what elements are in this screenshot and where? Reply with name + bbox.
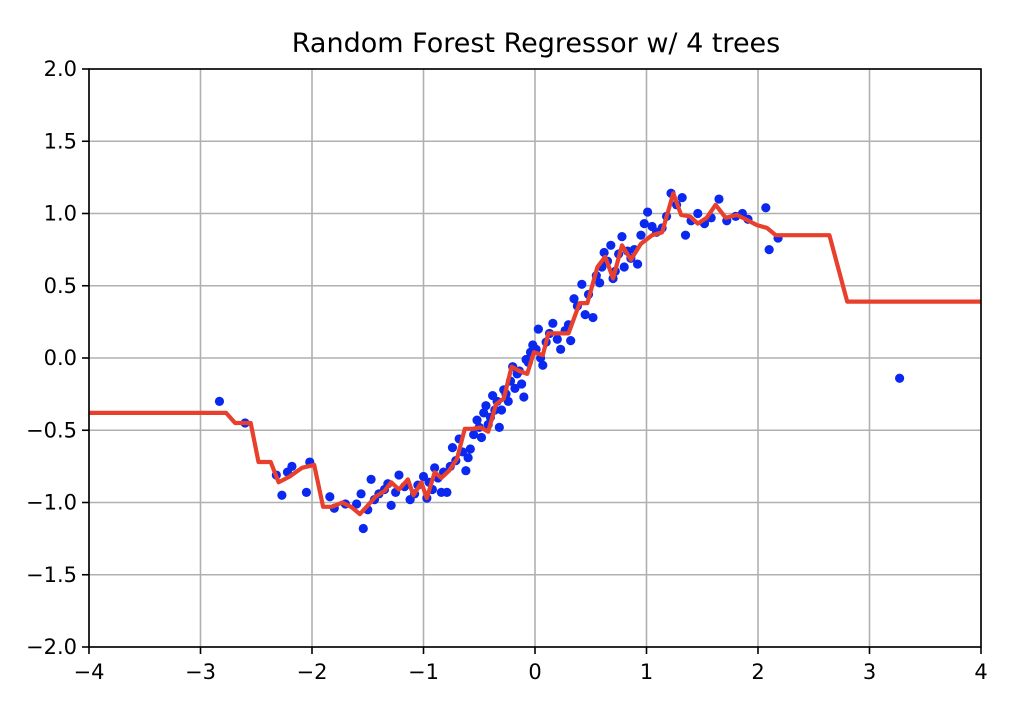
scatter-point bbox=[494, 422, 504, 432]
scatter-point bbox=[636, 230, 646, 240]
prediction-line bbox=[89, 191, 981, 517]
plot-area bbox=[89, 188, 981, 534]
scatter-point bbox=[465, 444, 475, 454]
scatter-point bbox=[619, 262, 629, 272]
scatter-point bbox=[693, 208, 703, 219]
scatter-point bbox=[472, 415, 482, 425]
scatter-point bbox=[632, 259, 643, 269]
scatter-point bbox=[418, 471, 429, 482]
chart-title: Random Forest Regressor w/ 4 trees bbox=[292, 28, 780, 59]
scatter-point bbox=[580, 310, 590, 320]
x-tick-label: 3 bbox=[863, 660, 876, 684]
scatter-point bbox=[639, 219, 649, 229]
scatter-point bbox=[430, 463, 440, 473]
scatter-point bbox=[277, 490, 287, 500]
scatter-point bbox=[577, 279, 587, 289]
scatter-point bbox=[548, 318, 558, 328]
scatter-point bbox=[463, 453, 473, 463]
x-tick-label: 2 bbox=[751, 660, 764, 684]
scatter-point bbox=[469, 429, 479, 440]
x-tick-label: −1 bbox=[408, 660, 439, 684]
scatter-point bbox=[358, 523, 368, 534]
scatter-point bbox=[287, 461, 297, 471]
y-tick-label: −1.5 bbox=[26, 563, 77, 587]
scatter-point bbox=[301, 487, 312, 497]
y-tick-label: 0.0 bbox=[44, 346, 77, 370]
scatter-point bbox=[461, 466, 471, 476]
scatter-point bbox=[680, 230, 691, 240]
y-tick-label: 0.5 bbox=[44, 274, 77, 298]
scatter-point bbox=[496, 405, 507, 415]
x-tick-label: 0 bbox=[528, 660, 541, 684]
scatter-point bbox=[503, 396, 513, 406]
scatter-point bbox=[214, 396, 225, 406]
scatter-point bbox=[895, 373, 905, 383]
x-tick-label: 4 bbox=[974, 660, 987, 684]
x-tick-label: −2 bbox=[297, 660, 328, 684]
scatter-point bbox=[764, 245, 774, 255]
x-tick-label: −4 bbox=[74, 660, 105, 684]
data-layer bbox=[89, 188, 981, 534]
x-tick-label: −3 bbox=[185, 660, 216, 684]
scatter-point bbox=[595, 278, 605, 288]
y-tick-label: 1.0 bbox=[44, 202, 77, 226]
scatter-point bbox=[643, 207, 653, 217]
y-tick-label: −0.5 bbox=[26, 418, 77, 442]
scatter-point bbox=[714, 194, 724, 204]
scatter-point bbox=[617, 232, 627, 242]
scatter-point bbox=[447, 442, 458, 453]
scatter-point bbox=[761, 203, 771, 213]
scatter-point bbox=[517, 379, 527, 389]
scatter-point bbox=[606, 240, 616, 250]
y-tick-label: 2.0 bbox=[44, 57, 77, 81]
scatter-point bbox=[599, 247, 609, 258]
scatter-point bbox=[552, 334, 562, 344]
y-tick-label: −2.0 bbox=[26, 635, 77, 659]
scatter-point bbox=[566, 336, 576, 346]
scatter-point bbox=[481, 401, 491, 411]
scatter-point bbox=[356, 489, 366, 499]
scatter-point bbox=[442, 487, 452, 497]
y-tick-label: −1.0 bbox=[26, 491, 77, 515]
scatter-point bbox=[569, 294, 579, 304]
grid-lines bbox=[88, 68, 982, 648]
scatter-point bbox=[538, 360, 548, 370]
scatter-point bbox=[677, 193, 687, 203]
scatter-point bbox=[519, 392, 529, 402]
scatter-point bbox=[352, 499, 362, 509]
scatter-point bbox=[588, 312, 598, 323]
scatter-point bbox=[479, 408, 489, 418]
scatter-point bbox=[394, 470, 404, 480]
y-tick-label: 1.5 bbox=[44, 129, 77, 153]
scatter-point bbox=[556, 344, 566, 354]
scatter-point bbox=[366, 474, 376, 484]
scatter-point bbox=[510, 383, 520, 393]
scatter-point bbox=[386, 500, 396, 510]
x-tick-label: 1 bbox=[640, 660, 653, 684]
scatter-point bbox=[476, 432, 487, 443]
scatter-point bbox=[533, 324, 543, 334]
axes: −4 −3 −2 −1 0 1 2 3 4 −2.0 −1.5 −1.0 −0.5 0.0 0.5 1.0 1.… bbox=[26, 57, 988, 684]
scatter-point bbox=[325, 492, 335, 502]
